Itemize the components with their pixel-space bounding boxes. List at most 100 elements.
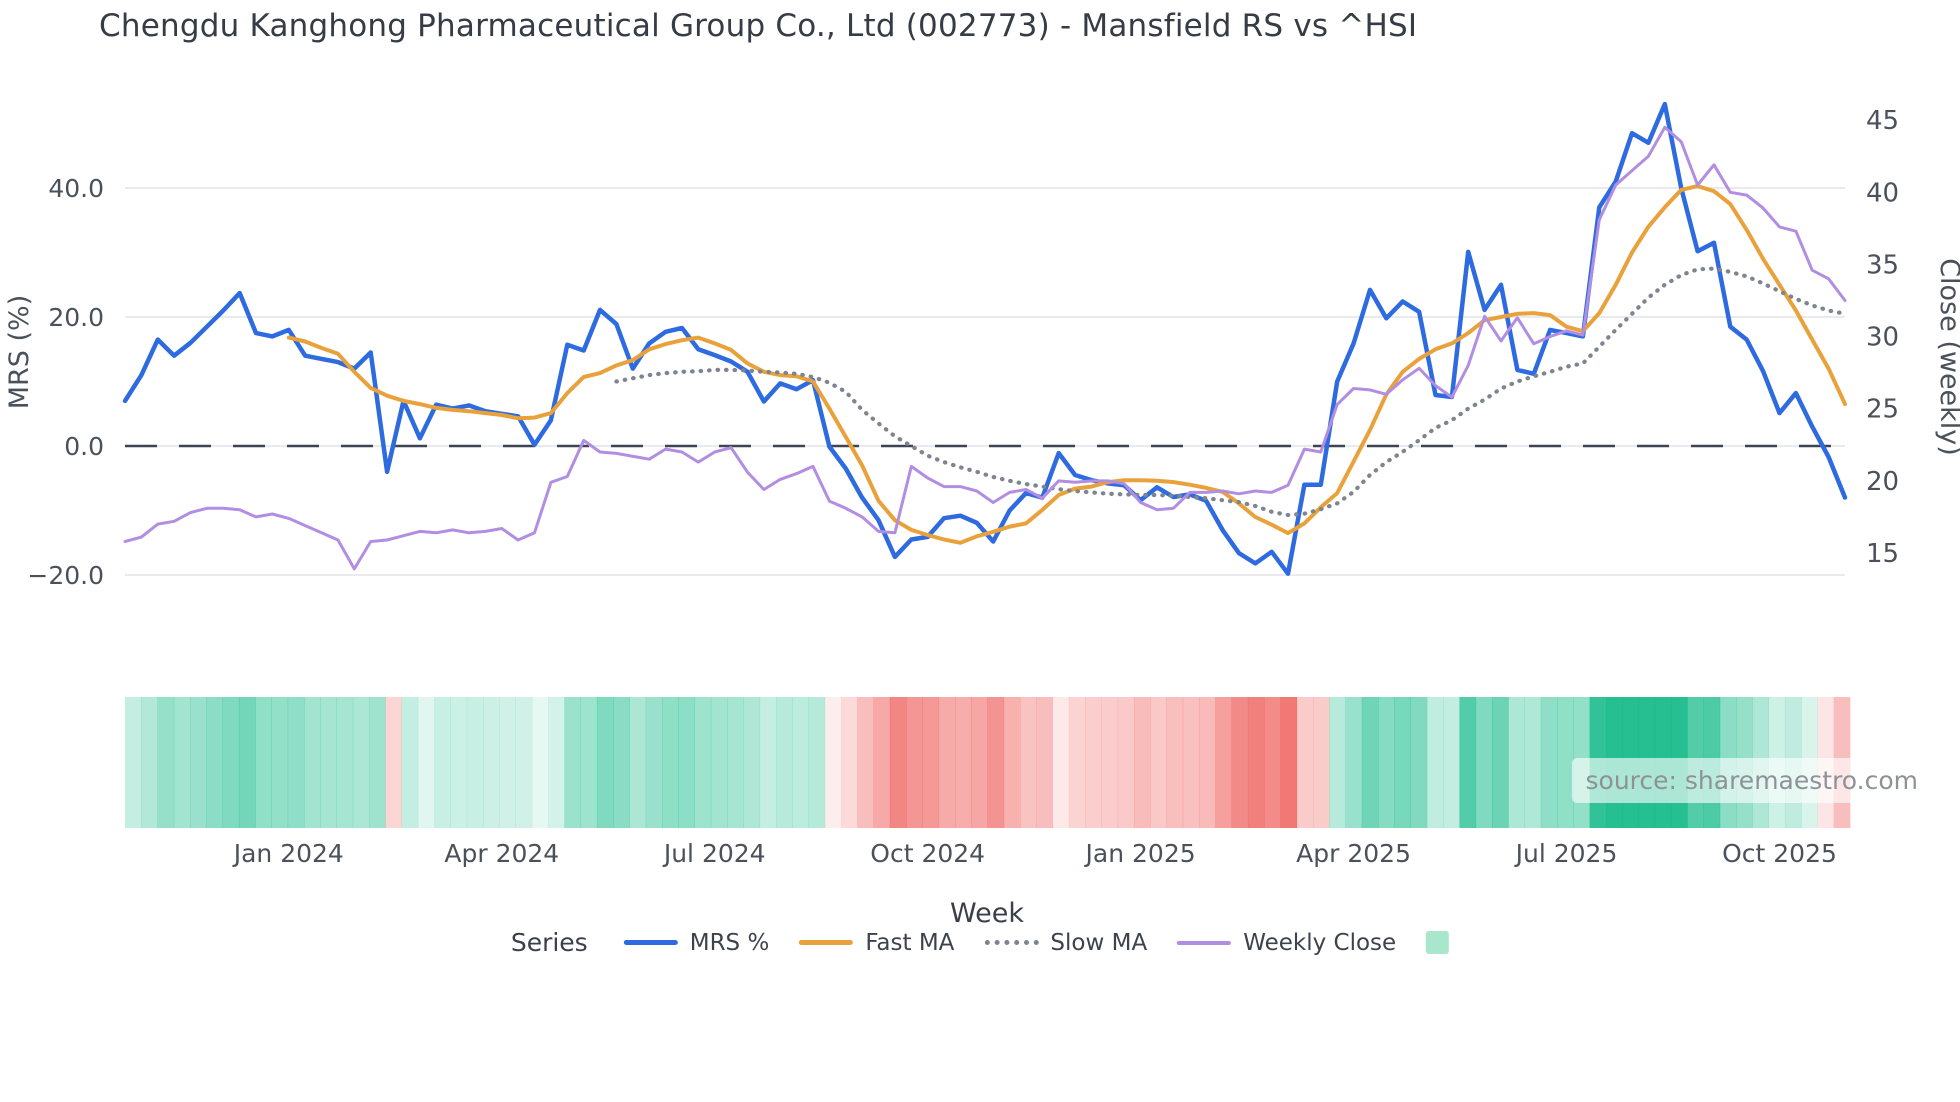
y-tick-right: 20 <box>1866 467 1899 497</box>
heatmap-cell <box>629 697 647 828</box>
series-line-fast-ma <box>286 184 1847 545</box>
legend-swatch <box>1177 940 1232 945</box>
heatmap-cell <box>971 697 988 828</box>
heatmap-cell <box>320 697 337 828</box>
heatmap-cell <box>1264 697 1281 828</box>
legend-item-mrs-[interactable]: MRS % <box>623 930 769 956</box>
heatmap-cell <box>873 697 891 828</box>
left-axis-title: MRS (%) <box>4 295 35 410</box>
heatmap-cell <box>531 697 549 828</box>
heatmap-cell <box>792 697 809 828</box>
heatmap-cell <box>727 697 744 828</box>
heatmap-cell <box>1459 697 1477 828</box>
heatmap-cell <box>1443 697 1460 828</box>
heatmap-cell <box>466 697 484 828</box>
source-credit: source: sharemaestro.com <box>1571 758 1932 803</box>
heatmap-cell <box>1150 697 1167 828</box>
heatmap-cell <box>938 697 956 828</box>
heatmap-cell <box>645 697 663 828</box>
x-tick: Jan 2025 <box>1084 839 1196 868</box>
heatmap-cell <box>1133 697 1151 828</box>
y-tick-right: 35 <box>1866 250 1899 280</box>
heatmap-cell <box>1540 697 1558 828</box>
legend-item-weekly-close[interactable]: Weekly Close <box>1177 930 1396 956</box>
x-tick: Apr 2024 <box>444 839 559 868</box>
heatmap-cell <box>548 697 565 828</box>
heatmap-cell <box>1085 697 1102 828</box>
x-tick: Apr 2025 <box>1296 839 1411 868</box>
heatmap-cell <box>1020 697 1037 828</box>
heatmap-cell <box>385 697 403 828</box>
heatmap-cell <box>1199 697 1216 828</box>
legend-item-fast-ma[interactable]: Fast MA <box>799 930 954 956</box>
heatmap-cell <box>1117 697 1135 828</box>
heatmap-cell <box>710 697 728 828</box>
legend-swatch <box>799 940 854 945</box>
heatmap-cell <box>417 697 435 828</box>
heatmap-cell <box>841 697 858 828</box>
heatmap-cell <box>743 697 761 828</box>
legend-item-slow-ma[interactable]: Slow MA <box>984 930 1147 956</box>
heatmap-cell <box>401 697 419 828</box>
y-tick-left: 40.0 <box>48 174 104 203</box>
legend: Series MRS % Fast MA Slow MA Weekly Close <box>510 928 1450 957</box>
y-tick-right: 45 <box>1866 106 1899 136</box>
chart-title: Chengdu Kanghong Pharmaceutical Group Co… <box>99 8 1418 44</box>
heatmap-cell <box>1003 697 1021 828</box>
heatmap-cell <box>1247 697 1265 828</box>
heatmap-cell <box>564 697 582 828</box>
heatmap-cell <box>206 697 224 828</box>
heatmap-cell <box>190 697 207 828</box>
heatmap-cell <box>483 697 500 828</box>
heatmap-cell <box>1296 697 1314 828</box>
series-line-mrs- <box>122 101 1848 576</box>
heatmap-cell <box>775 697 793 828</box>
heatmap-cell <box>759 697 777 828</box>
legend-swatch <box>623 940 678 945</box>
heatmap-cell <box>336 697 354 828</box>
legend-title: Series <box>510 928 588 957</box>
heatmap-cell <box>222 697 240 828</box>
heatmap-cell <box>596 697 614 828</box>
heatmap-cell <box>1394 697 1412 828</box>
heatmap-cell <box>1231 697 1249 828</box>
heatmap-cell <box>1508 697 1525 828</box>
heatmap-cell <box>678 697 695 828</box>
heatmap-cell <box>694 697 712 828</box>
heatmap-cell <box>1052 697 1070 828</box>
heatmap-cell <box>499 697 516 828</box>
heatmap-cell <box>287 697 305 828</box>
heatmap-legend-swatch[interactable] <box>1426 931 1450 954</box>
heatmap-cell <box>922 697 940 828</box>
heatmap-cell <box>1215 697 1232 828</box>
heatmap-cell <box>1101 697 1119 828</box>
x-axis-title: Week <box>950 898 1024 929</box>
heatmap-cell <box>369 697 386 828</box>
heatmap-cell <box>1378 697 1395 828</box>
heatmap-cell <box>1312 697 1330 828</box>
y-tick-right: 25 <box>1866 395 1899 425</box>
legend-label: Slow MA <box>1050 929 1148 956</box>
heatmap-cell <box>662 697 679 828</box>
heatmap-cell <box>1557 697 1574 828</box>
heatmap-cell <box>987 697 1005 828</box>
heatmap-cell <box>954 697 972 828</box>
heatmap-cell <box>450 697 468 828</box>
right-axis-title: Close (weekly) <box>1934 258 1960 456</box>
legend-swatch <box>984 940 1039 945</box>
x-tick: Oct 2024 <box>870 839 985 868</box>
heatmap-cell <box>1524 697 1542 828</box>
heatmap-cell <box>173 697 191 828</box>
heatmap-cell <box>271 697 289 828</box>
x-tick: Oct 2025 <box>1722 839 1837 868</box>
legend-label: Fast MA <box>865 929 955 956</box>
heatmap-cell <box>613 697 630 828</box>
heatmap-cell <box>141 697 158 828</box>
heatmap-cell <box>157 697 175 828</box>
heatmap-cell <box>255 697 272 828</box>
heatmap-cell <box>1280 697 1298 828</box>
heatmap-cell <box>889 697 907 828</box>
heatmap-cell <box>1182 697 1200 828</box>
heatmap-cell <box>1491 697 1509 828</box>
